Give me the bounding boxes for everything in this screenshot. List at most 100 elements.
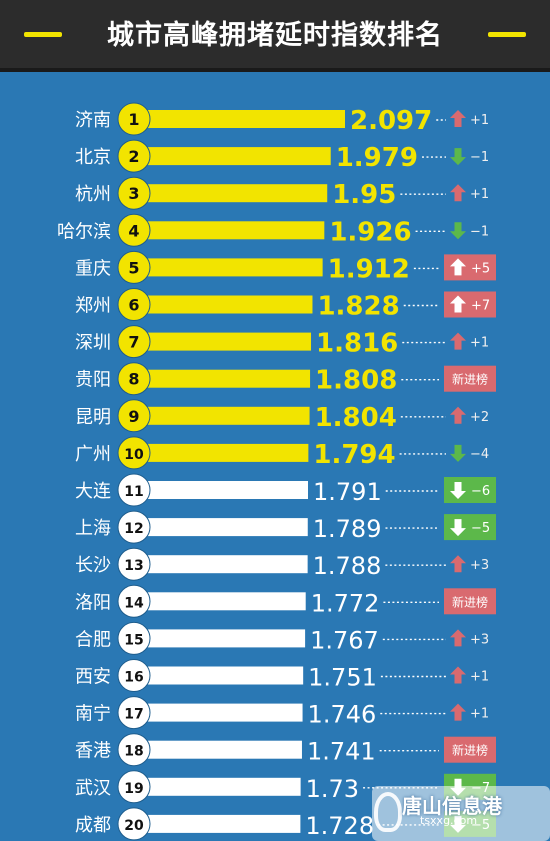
watermark-sub: tsxxg.com xyxy=(420,814,478,827)
city-label: 合肥 xyxy=(75,629,111,650)
change-label: −1 xyxy=(470,224,489,239)
rank-number: 6 xyxy=(128,296,139,315)
rank-circle xyxy=(117,621,151,655)
city-label: 昆明 xyxy=(75,407,111,428)
value-label: 1.789 xyxy=(313,515,382,543)
city-label: 香港 xyxy=(75,741,111,762)
rank-number: 20 xyxy=(124,818,144,834)
change-label: 新进榜 xyxy=(452,743,488,758)
new-badge xyxy=(444,588,496,615)
watermark-logo-icon xyxy=(374,792,402,832)
rank-circle xyxy=(117,659,151,692)
city-label: 济南 xyxy=(75,110,111,131)
rank-circle xyxy=(117,436,151,470)
rank-circle xyxy=(117,399,151,433)
city-label: 深圳 xyxy=(75,333,111,354)
city-label: 重庆 xyxy=(75,258,111,279)
arrow-down-icon xyxy=(450,444,466,462)
change-label: +3 xyxy=(470,632,489,647)
change-label: +1 xyxy=(470,707,489,722)
rank-circle xyxy=(117,213,151,247)
rank-number: 18 xyxy=(124,744,143,760)
rank-circle xyxy=(117,696,151,730)
value-label: 1.912 xyxy=(328,254,410,284)
arrow-up-icon xyxy=(450,666,466,684)
change-label: 新进榜 xyxy=(452,594,488,609)
rank-number: 9 xyxy=(128,407,139,426)
value-label: 1.95 xyxy=(332,180,396,210)
rank-number: 1 xyxy=(128,110,139,129)
rank-circle xyxy=(117,547,151,581)
chart-header: 城市高峰拥堵延时指数排名 xyxy=(0,0,550,72)
rank-number: 16 xyxy=(124,670,143,686)
change-label: −1 xyxy=(470,150,489,165)
rank-number: 3 xyxy=(128,184,139,203)
header-dash-right-1 xyxy=(488,32,526,37)
city-label: 西安 xyxy=(75,667,111,688)
city-label: 杭州 xyxy=(75,184,111,205)
watermark-text: 唐山信息港 xyxy=(402,794,502,818)
rank-number: 5 xyxy=(128,258,139,277)
city-label: 贵阳 xyxy=(75,370,111,391)
value-label: 1.804 xyxy=(315,403,397,433)
rank-circle xyxy=(117,250,151,284)
value-label: 1.772 xyxy=(311,589,380,617)
city-label: 武汉 xyxy=(75,778,111,799)
city-label: 上海 xyxy=(75,518,111,539)
bar xyxy=(133,184,328,203)
arrow-down-icon xyxy=(450,482,466,499)
change-label: +1 xyxy=(470,670,489,685)
rank-circle xyxy=(117,176,151,210)
change-label: −5 xyxy=(471,521,490,536)
change-label: +5 xyxy=(471,261,490,276)
arrow-up-icon xyxy=(450,629,466,647)
arrow-down-icon xyxy=(450,148,466,166)
city-label: 哈尔滨 xyxy=(57,221,111,242)
bar xyxy=(133,443,309,462)
new-badge xyxy=(444,365,496,392)
bar xyxy=(133,555,308,574)
city-label: 北京 xyxy=(75,147,111,168)
arrow-up-icon xyxy=(450,406,466,424)
arrow-up-icon xyxy=(450,555,466,573)
rank-circle xyxy=(117,139,151,173)
value-label: 1.73 xyxy=(306,775,359,803)
change-badge xyxy=(444,477,496,503)
change-label: +1 xyxy=(470,187,489,202)
rank-number: 13 xyxy=(124,558,143,574)
rank-number: 10 xyxy=(124,447,144,463)
rank-number: 11 xyxy=(124,484,143,500)
rank-circle xyxy=(117,584,151,618)
bar xyxy=(133,629,306,648)
city-label: 洛阳 xyxy=(75,592,111,613)
value-label: 1.751 xyxy=(308,664,377,692)
change-label: +7 xyxy=(471,299,490,314)
rank-number: 15 xyxy=(124,632,143,648)
city-label: 广州 xyxy=(75,444,111,465)
rank-circle xyxy=(117,733,151,767)
new-badge xyxy=(444,736,496,763)
bar xyxy=(133,518,308,537)
value-label: 1.808 xyxy=(315,366,397,396)
change-label: −4 xyxy=(470,447,489,462)
rank-number: 7 xyxy=(128,333,139,352)
arrow-up-icon xyxy=(450,703,466,721)
bar xyxy=(133,666,304,685)
change-label: +1 xyxy=(470,336,489,351)
value-label: 1.816 xyxy=(316,329,398,359)
chart-title: 城市高峰拥堵延时指数排名 xyxy=(107,20,443,51)
value-label: 1.788 xyxy=(313,552,382,580)
value-label: 1.828 xyxy=(317,292,399,322)
value-label: 1.979 xyxy=(336,143,418,173)
arrow-up-icon xyxy=(450,110,466,127)
bar xyxy=(133,814,301,833)
rank-number: 2 xyxy=(128,147,139,166)
city-label: 长沙 xyxy=(75,555,111,576)
rank-number: 14 xyxy=(124,595,144,611)
header-dash-left-1 xyxy=(24,32,62,37)
change-badge xyxy=(444,514,496,541)
value-label: 1.767 xyxy=(310,626,379,654)
rank-number: 12 xyxy=(124,521,143,537)
rank-circle xyxy=(117,473,151,507)
